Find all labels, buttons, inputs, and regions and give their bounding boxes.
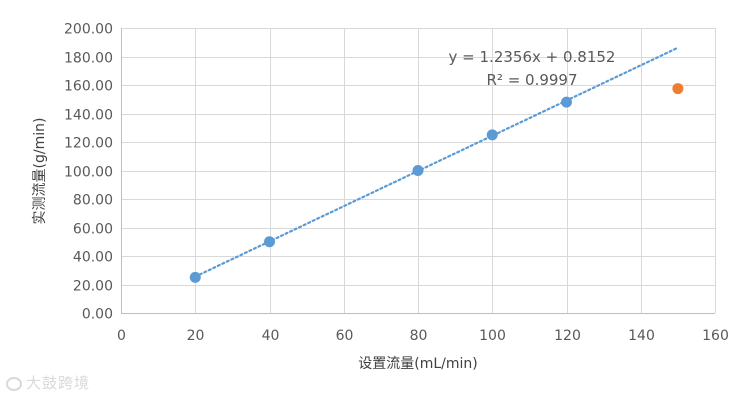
trendline-path [194, 46, 679, 278]
y-tick-label: 120.00 [64, 136, 113, 152]
x-tick-label: 80 [410, 328, 428, 344]
outlier-point [672, 83, 684, 95]
y-tick-label: 180.00 [64, 51, 113, 67]
x-tick-label: 20 [187, 328, 205, 344]
data-point [264, 236, 275, 248]
y-tick-label: 200.00 [64, 22, 113, 38]
x-axis-title: 设置流量(mL/min) [358, 356, 477, 372]
axis-lines [121, 28, 715, 314]
y-tick-label: 40.00 [73, 250, 113, 266]
y-axis-ticks: 0.00 20.00 40.00 60.00 80.00 100.00 120.00 140.… [64, 22, 113, 323]
y-tick-label: 20.00 [73, 279, 113, 295]
watermark-text: 大鼓跨境 [26, 374, 91, 392]
x-tick-label: 60 [336, 328, 354, 344]
x-tick-label: 0 [117, 328, 126, 344]
data-points [189, 83, 684, 283]
watermark: 大鼓跨境 [6, 372, 90, 393]
y-tick-label: 0.00 [82, 307, 113, 323]
x-tick-label: 160 [702, 328, 729, 344]
x-tick-label: 40 [262, 328, 280, 344]
y-tick-label: 80.00 [73, 193, 113, 209]
y-tick-label: 60.00 [73, 222, 113, 238]
data-point [486, 129, 498, 141]
data-point [189, 271, 201, 283]
y-tick-label: 160.00 [64, 79, 113, 95]
trendline [194, 46, 679, 278]
x-tick-label: 140 [628, 328, 655, 344]
y-tick-label: 100.00 [64, 165, 113, 181]
watermark-logo-icon [6, 376, 22, 391]
x-axis-ticks: 0 20 40 60 80 100 120 140 160 [117, 328, 729, 344]
data-point [412, 165, 424, 176]
x-tick-label: 100 [479, 328, 506, 344]
y-tick-label: 140.00 [64, 108, 113, 124]
trendline-equation: y = 1.2356x + 0.8152 [449, 48, 616, 66]
data-point [561, 96, 572, 108]
y-axis-title: 实测流量(g/min) [32, 118, 48, 225]
x-tick-label: 120 [554, 328, 581, 344]
trendline-r-squared: R² = 0.9997 [486, 71, 577, 89]
